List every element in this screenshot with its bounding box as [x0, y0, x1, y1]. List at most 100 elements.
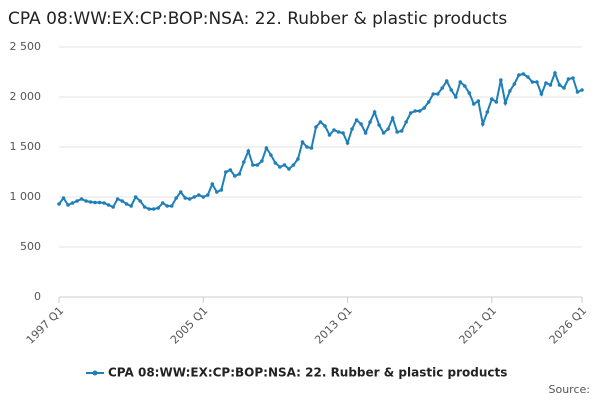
point	[508, 89, 512, 93]
point	[557, 83, 562, 87]
x-tick-label: 2026 Q1	[547, 304, 590, 347]
point	[165, 204, 170, 208]
point	[386, 127, 390, 131]
point	[97, 200, 102, 205]
point	[499, 78, 503, 82]
point	[363, 131, 368, 135]
point	[544, 81, 548, 85]
point	[70, 201, 75, 205]
point	[526, 75, 530, 79]
point	[332, 128, 336, 132]
point	[435, 92, 440, 96]
y-tick-label: 500	[20, 240, 41, 253]
point	[354, 118, 359, 122]
point	[535, 80, 539, 84]
point	[93, 200, 97, 205]
point	[142, 205, 147, 209]
point	[390, 116, 395, 120]
point	[57, 202, 61, 206]
point	[368, 120, 372, 124]
point	[404, 120, 408, 124]
point	[205, 193, 210, 197]
point	[183, 196, 188, 200]
point	[341, 131, 345, 135]
point	[314, 125, 318, 129]
y-tick-label: 1 000	[10, 190, 42, 203]
y-tick-label: 1 500	[10, 140, 42, 153]
point	[111, 205, 115, 209]
point	[562, 86, 566, 90]
point	[539, 92, 544, 96]
point	[377, 123, 381, 127]
point	[350, 127, 354, 131]
point	[133, 195, 138, 199]
point	[151, 207, 156, 211]
point	[476, 99, 481, 103]
point	[174, 196, 179, 200]
point	[467, 91, 472, 95]
point	[224, 170, 228, 174]
source: Source:	[549, 383, 591, 396]
point	[106, 203, 111, 207]
point	[305, 145, 309, 149]
point	[517, 73, 521, 77]
point	[485, 110, 490, 114]
point	[66, 203, 70, 207]
point	[264, 146, 269, 150]
y-tick-label: 0	[34, 290, 41, 303]
point	[300, 140, 305, 144]
point	[273, 161, 278, 165]
y-tick-label: 2 500	[10, 40, 42, 53]
point	[196, 193, 201, 197]
point	[426, 100, 431, 104]
point	[408, 111, 413, 115]
point	[287, 167, 291, 171]
point	[444, 79, 449, 83]
point	[61, 196, 66, 200]
x-tick-label: 2005 Q1	[168, 304, 211, 347]
point	[156, 206, 160, 210]
point	[88, 200, 93, 204]
point	[269, 153, 273, 157]
point	[237, 172, 242, 176]
point	[201, 195, 206, 199]
point	[422, 106, 426, 110]
point	[251, 163, 255, 167]
point	[210, 182, 215, 186]
point	[431, 92, 436, 96]
point	[115, 197, 120, 201]
y-tick-label: 2 000	[10, 90, 42, 103]
line	[58, 70, 583, 210]
point	[548, 83, 553, 87]
point	[160, 201, 165, 205]
point	[395, 130, 399, 134]
point	[490, 97, 494, 101]
point	[233, 174, 237, 178]
point	[471, 102, 476, 106]
point	[178, 190, 183, 194]
point	[399, 129, 404, 133]
x-tick-label: 2021 Q1	[457, 304, 500, 347]
chart-title: CPA 08:WW:EX:CP:BOP:NSA: 22. Rubber & pl…	[8, 9, 507, 29]
point	[458, 80, 463, 84]
point	[309, 146, 314, 150]
point	[580, 88, 584, 92]
point	[359, 122, 363, 126]
point	[246, 149, 251, 153]
x-tick-label: 2013 Q1	[312, 304, 355, 347]
point	[318, 120, 323, 124]
point	[291, 163, 296, 167]
point	[219, 188, 224, 192]
point	[575, 90, 580, 94]
point	[255, 163, 260, 167]
point	[417, 109, 422, 113]
point	[453, 95, 458, 99]
point	[327, 133, 332, 137]
point	[481, 122, 485, 126]
point	[147, 207, 151, 211]
point	[336, 130, 341, 134]
point	[323, 124, 327, 128]
legend-label: CPA 08:WW:EX:CP:BOP:NSA: 22. Rubber & pl…	[108, 366, 507, 380]
point	[381, 131, 386, 135]
